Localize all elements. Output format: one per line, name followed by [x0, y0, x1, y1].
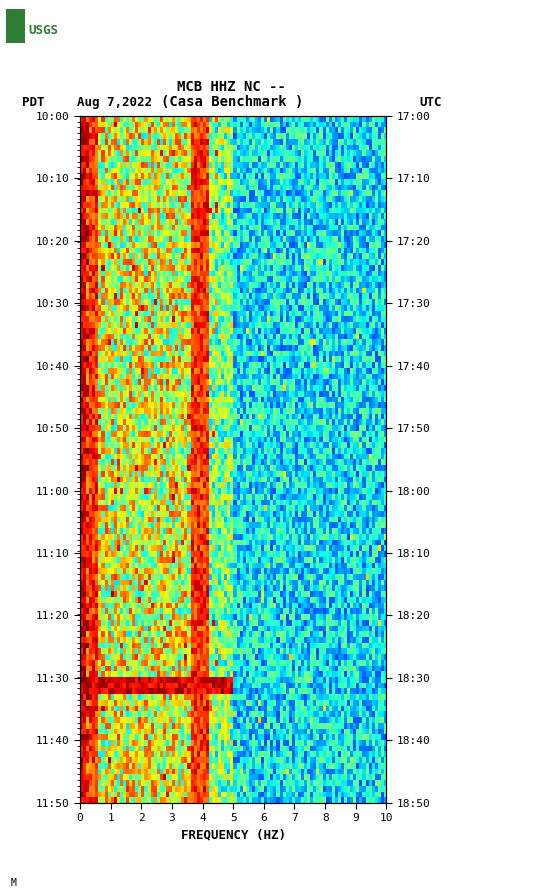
Text: USGS: USGS	[29, 24, 59, 37]
Text: M: M	[11, 878, 17, 888]
FancyBboxPatch shape	[6, 9, 25, 43]
Text: Aug 7,2022: Aug 7,2022	[77, 95, 152, 109]
Text: MCB HHZ NC --: MCB HHZ NC --	[177, 79, 286, 94]
Text: PDT: PDT	[22, 95, 45, 109]
X-axis label: FREQUENCY (HZ): FREQUENCY (HZ)	[181, 829, 286, 842]
Text: UTC: UTC	[420, 95, 442, 109]
Text: (Casa Benchmark ): (Casa Benchmark )	[161, 95, 303, 109]
